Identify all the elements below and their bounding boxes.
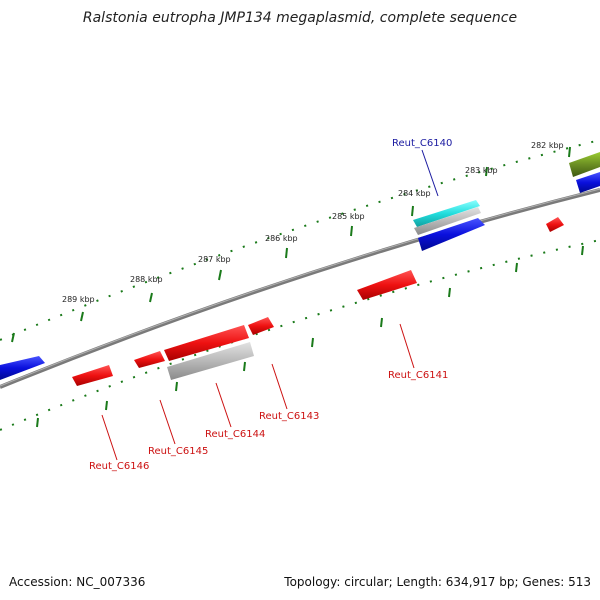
gene-olive-right[interactable] xyxy=(569,152,600,177)
gene-blue-right[interactable] xyxy=(576,172,600,193)
gene-reut-c6145[interactable] xyxy=(134,351,165,368)
gene-gray-lower[interactable] xyxy=(167,342,254,380)
leader-reut-c6140 xyxy=(421,149,439,197)
label-reut-c6141[interactable]: Reut_C6141 xyxy=(388,370,448,381)
leader-reut-c6143 xyxy=(271,363,288,410)
scale-label-282: 282 kbp xyxy=(531,141,564,150)
outer-tick-track xyxy=(0,139,600,341)
scale-label-289: 289 kbp xyxy=(62,295,95,304)
leader-reut-c6144 xyxy=(215,382,232,428)
label-reut-c6140[interactable]: Reut_C6140 xyxy=(392,138,452,149)
gene-blue-left[interactable] xyxy=(0,356,45,380)
inner-major-ticks xyxy=(36,245,584,428)
accession-text: Accession: NC_007336 xyxy=(9,575,146,589)
scale-label-288: 288 kbp xyxy=(130,275,163,284)
major-ticks xyxy=(11,146,571,343)
inner-tick-track xyxy=(0,239,600,431)
leader-reut-c6141 xyxy=(399,323,415,369)
gene-reut-c6143[interactable] xyxy=(248,317,274,335)
gene-reut-c6141[interactable] xyxy=(357,270,417,300)
sequence-backbone xyxy=(0,188,600,389)
gene-reut-c6144[interactable] xyxy=(164,325,249,361)
label-reut-c6145[interactable]: Reut_C6145 xyxy=(148,446,208,457)
label-reut-c6146[interactable]: Reut_C6146 xyxy=(89,461,149,472)
gene-gray-upper[interactable] xyxy=(414,207,481,235)
scale-label-285: 285 kbp xyxy=(332,212,365,221)
map-title: Ralstonia eutropha JMP134 megaplasmid, c… xyxy=(82,10,518,26)
scale-label-286: 286 kbp xyxy=(265,234,298,243)
label-reut-c6144[interactable]: Reut_C6144 xyxy=(205,429,265,440)
gene-red-small-right[interactable] xyxy=(546,217,564,232)
gene-blue-upper[interactable] xyxy=(418,218,485,251)
label-reut-c6143[interactable]: Reut_C6143 xyxy=(259,411,319,422)
scale-label-287: 287 kbp xyxy=(198,255,231,264)
leader-reut-c6145 xyxy=(159,399,176,445)
topology-summary: Topology: circular; Length: 634,917 bp; … xyxy=(284,575,591,589)
gene-reut-c6140[interactable] xyxy=(413,200,480,227)
gene-reut-c6146[interactable] xyxy=(72,365,113,386)
leader-reut-c6146 xyxy=(101,414,118,461)
scale-label-283: 283 kbp xyxy=(465,166,498,175)
scale-label-284: 284 kbp xyxy=(398,189,431,198)
